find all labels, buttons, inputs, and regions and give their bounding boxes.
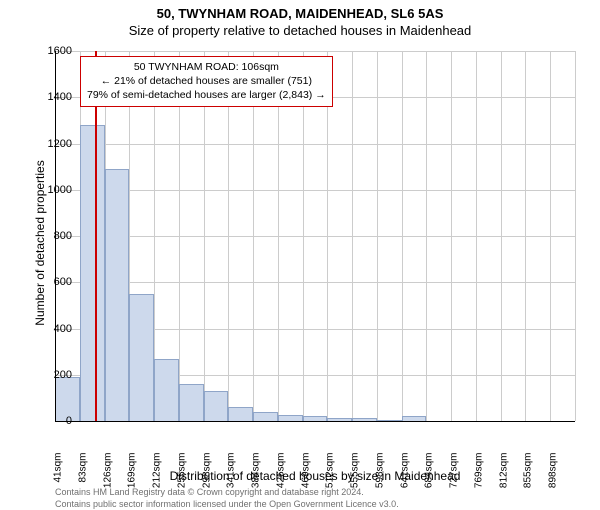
grid-line xyxy=(575,51,576,421)
histogram-bar xyxy=(80,125,105,421)
x-tick-label: 426sqm xyxy=(275,453,286,503)
histogram-bar xyxy=(129,294,154,421)
histogram-bar xyxy=(154,359,179,421)
grid-line xyxy=(402,51,403,421)
y-tick-label: 600 xyxy=(32,276,72,288)
x-tick-label: 641sqm xyxy=(399,453,410,503)
y-tick-label: 1600 xyxy=(32,45,72,57)
y-tick-label: 0 xyxy=(32,415,72,427)
y-axis-label: Number of detached properties xyxy=(33,143,47,343)
grid-line xyxy=(55,282,575,283)
histogram-bar xyxy=(105,169,130,421)
x-axis-line xyxy=(55,421,575,422)
grid-line xyxy=(55,190,575,191)
grid-line xyxy=(501,51,502,421)
x-tick-label: 169sqm xyxy=(127,453,138,503)
property-info-box: 50 TWYNHAM ROAD: 106sqm ← 21% of detache… xyxy=(80,56,333,107)
x-tick-label: 512sqm xyxy=(325,453,336,503)
y-tick-label: 200 xyxy=(32,369,72,381)
x-tick-label: 598sqm xyxy=(374,453,385,503)
y-tick-label: 800 xyxy=(32,230,72,242)
page-title: 50, TWYNHAM ROAD, MAIDENHEAD, SL6 5AS xyxy=(0,6,600,21)
histogram-bar xyxy=(228,407,253,421)
histogram-bar xyxy=(179,384,204,421)
x-tick-label: 684sqm xyxy=(424,453,435,503)
x-tick-label: 298sqm xyxy=(201,453,212,503)
x-tick-label: 126sqm xyxy=(102,453,113,503)
x-tick-label: 212sqm xyxy=(152,453,163,503)
y-tick-label: 1000 xyxy=(32,184,72,196)
x-tick-label: 898sqm xyxy=(548,453,559,503)
grid-line xyxy=(525,51,526,421)
grid-line xyxy=(451,51,452,421)
x-tick-label: 41sqm xyxy=(53,453,64,503)
info-line-size: 50 TWYNHAM ROAD: 106sqm xyxy=(87,60,326,74)
grid-line xyxy=(377,51,378,421)
x-tick-label: 255sqm xyxy=(176,453,187,503)
grid-line xyxy=(426,51,427,421)
histogram-bar xyxy=(204,391,229,421)
x-tick-label: 469sqm xyxy=(300,453,311,503)
info-line-smaller: ← 21% of detached houses are smaller (75… xyxy=(87,74,326,88)
grid-line xyxy=(550,51,551,421)
grid-line xyxy=(55,51,575,52)
page-subtitle: Size of property relative to detached ho… xyxy=(0,23,600,38)
x-tick-label: 384sqm xyxy=(251,453,262,503)
x-tick-label: 769sqm xyxy=(473,453,484,503)
x-tick-label: 555sqm xyxy=(350,453,361,503)
x-tick-label: 812sqm xyxy=(498,453,509,503)
grid-line xyxy=(352,51,353,421)
x-tick-label: 83sqm xyxy=(77,453,88,503)
x-tick-label: 727sqm xyxy=(449,453,460,503)
info-line-larger: 79% of semi-detached houses are larger (… xyxy=(87,88,326,102)
x-tick-label: 855sqm xyxy=(523,453,534,503)
y-tick-label: 400 xyxy=(32,323,72,335)
y-tick-label: 1200 xyxy=(32,138,72,150)
x-tick-label: 341sqm xyxy=(226,453,237,503)
grid-line xyxy=(55,144,575,145)
histogram-bar xyxy=(253,412,278,421)
y-tick-label: 1400 xyxy=(32,91,72,103)
grid-line xyxy=(476,51,477,421)
grid-line xyxy=(55,236,575,237)
